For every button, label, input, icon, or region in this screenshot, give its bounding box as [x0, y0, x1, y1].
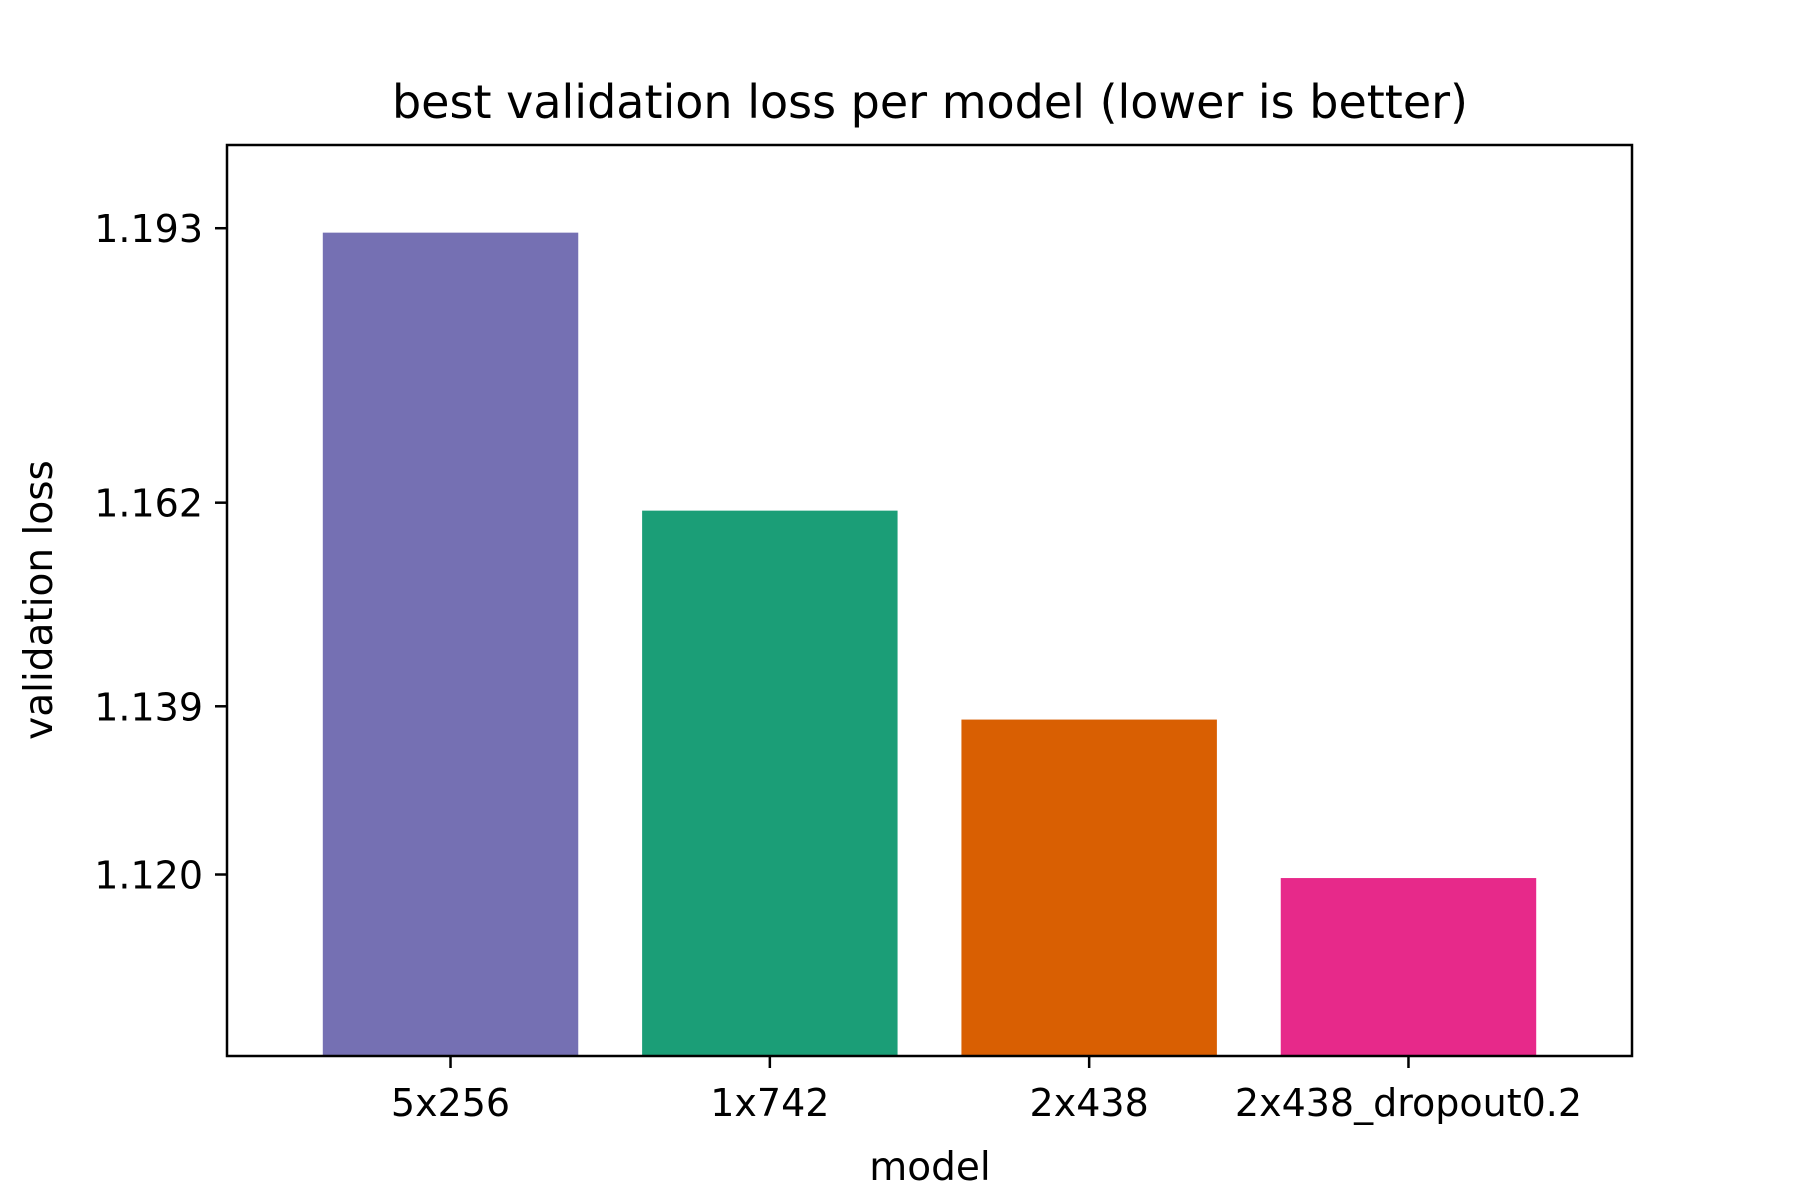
x-tick-label-5x256: 5x256 — [391, 1081, 510, 1125]
y-axis: 1.120 1.139 1.162 1.193 — [94, 207, 227, 898]
chart-title: best validation loss per model (lower is… — [392, 75, 1468, 129]
bar-2x438 — [961, 719, 1217, 1056]
bar-1x742 — [642, 510, 898, 1056]
bar-5x256 — [322, 232, 579, 1057]
y-tick-label-1.162: 1.162 — [94, 482, 203, 526]
x-tick-label-2x438: 2x438 — [1030, 1081, 1149, 1125]
x-tick-label-1x742: 1x742 — [710, 1081, 829, 1125]
y-tick-label-1.193: 1.193 — [94, 207, 203, 251]
y-axis-label: validation loss — [17, 460, 62, 740]
y-tick-label-1.120: 1.120 — [94, 854, 203, 898]
bar-2x438_dropout0.2 — [1280, 878, 1537, 1056]
x-tick-label-2x438_dropout0.2: 2x438_dropout0.2 — [1235, 1081, 1582, 1125]
x-axis: 5x256 1x742 2x438 2x438_dropout0.2 — [391, 1056, 1582, 1125]
plot-frame — [225, 143, 1634, 1058]
x-axis-label: model — [869, 1145, 990, 1190]
y-tick-label-1.139: 1.139 — [94, 685, 203, 729]
bars-layer — [322, 232, 1537, 1057]
